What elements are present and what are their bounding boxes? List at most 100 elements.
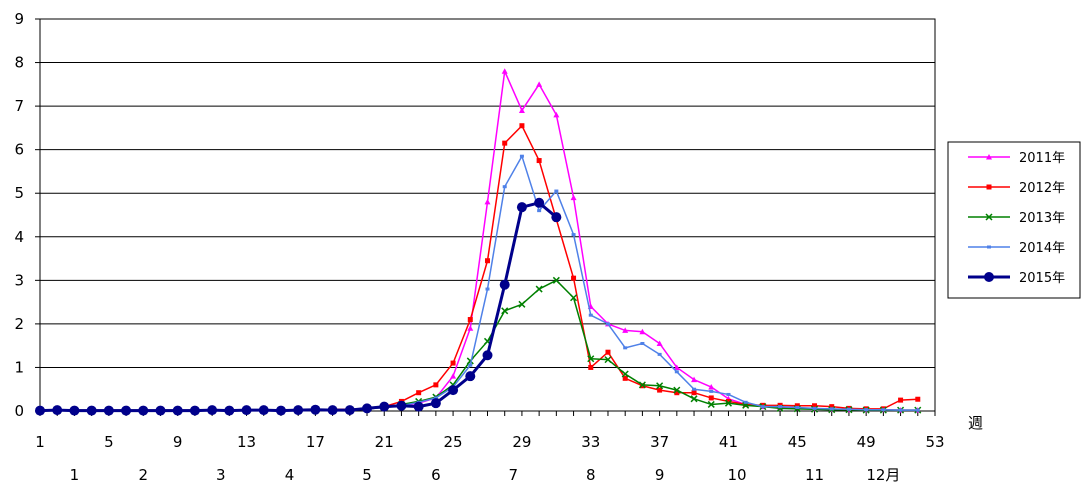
data-point	[622, 327, 629, 333]
data-point	[657, 352, 662, 356]
data-point	[588, 364, 594, 370]
data-point	[258, 405, 269, 416]
data-point	[778, 405, 783, 409]
data-point	[812, 403, 818, 409]
x-tick-label: 49	[857, 433, 876, 451]
data-point	[724, 399, 732, 407]
data-point	[501, 307, 509, 315]
x-tick-label: 45	[788, 433, 807, 451]
data-point	[623, 346, 628, 350]
data-point	[552, 276, 560, 284]
data-point	[881, 408, 886, 412]
series-2015年	[35, 197, 562, 416]
legend-label: 2014年	[1019, 241, 1065, 256]
series-2011年	[37, 68, 921, 413]
data-point	[587, 355, 595, 363]
x-tick-label: 33	[581, 433, 600, 451]
y-tick-label: 1	[14, 358, 24, 376]
data-point	[344, 405, 355, 416]
data-point	[551, 212, 562, 223]
legend-label: 2013年	[1019, 211, 1065, 226]
legend-item: 2014年	[968, 241, 1065, 256]
data-point	[691, 390, 697, 396]
data-point	[327, 405, 338, 416]
data-point	[673, 364, 680, 370]
data-point	[534, 197, 545, 208]
x-tick-label: 41	[719, 433, 738, 451]
data-point	[379, 401, 390, 412]
legend-item: 2013年	[968, 211, 1065, 226]
data-point	[605, 322, 610, 326]
y-tick-label: 6	[14, 141, 24, 159]
data-point	[639, 328, 646, 335]
data-point	[553, 111, 560, 118]
data-point	[485, 258, 490, 264]
legend-swatch-marker	[984, 272, 994, 282]
data-point	[604, 356, 612, 364]
data-point	[674, 370, 679, 374]
data-point	[450, 373, 457, 379]
month-label: 10	[728, 466, 747, 484]
data-point	[898, 408, 903, 412]
data-point	[516, 202, 527, 213]
data-point	[709, 389, 714, 393]
data-point	[707, 400, 715, 408]
series-line	[40, 279, 918, 411]
data-point	[275, 405, 286, 416]
x-tick-label: 37	[650, 433, 669, 451]
data-point	[502, 185, 507, 189]
data-point	[468, 363, 473, 367]
data-point	[588, 313, 593, 317]
x-tick-label: 17	[306, 433, 325, 451]
legend-swatch-marker	[986, 184, 992, 190]
data-point	[915, 408, 920, 412]
y-tick-label: 3	[14, 271, 24, 289]
data-point	[224, 405, 235, 416]
data-point	[726, 392, 731, 396]
data-point	[725, 398, 731, 404]
data-point	[605, 349, 611, 355]
legend-item: 2012年	[968, 181, 1065, 196]
data-point	[207, 405, 218, 416]
data-point	[708, 384, 715, 390]
data-point	[467, 325, 474, 331]
month-label: 4	[285, 466, 295, 484]
data-point	[433, 382, 439, 388]
data-point	[69, 405, 80, 416]
data-point	[499, 279, 510, 290]
data-point	[155, 405, 166, 416]
y-axis-ticks: 0 1 2 3 4 5 6 7 8 9	[14, 10, 40, 420]
data-point	[656, 340, 663, 346]
data-point	[537, 209, 542, 213]
data-point	[622, 375, 628, 381]
x-tick-label: 1	[35, 433, 45, 451]
month-label: 9	[655, 466, 665, 484]
data-point	[674, 390, 680, 396]
data-point	[52, 405, 63, 416]
data-point	[898, 397, 904, 403]
data-point	[743, 400, 748, 404]
data-point	[416, 390, 422, 396]
data-point	[812, 406, 817, 410]
x-tick-label: 9	[173, 433, 183, 451]
data-point	[518, 107, 525, 113]
data-point	[396, 400, 407, 411]
legend: 2011年 2012年 2013年 2014年 2015年	[947, 141, 1081, 299]
data-point	[829, 404, 835, 410]
data-point	[430, 398, 441, 409]
data-point	[657, 387, 663, 393]
data-point	[413, 401, 424, 412]
data-point	[433, 396, 438, 400]
y-tick-label: 5	[14, 184, 24, 202]
legend-item: 2011年	[968, 151, 1065, 166]
y-tick-label: 4	[14, 228, 24, 246]
month-label: 2	[138, 466, 148, 484]
legend-label: 2015年	[1019, 271, 1065, 286]
data-point	[501, 68, 508, 74]
data-point	[536, 158, 542, 164]
data-point	[690, 395, 698, 403]
series-line	[39, 201, 558, 413]
data-point	[691, 376, 698, 383]
legend-label: 2012年	[1019, 181, 1065, 196]
series-2013年	[36, 276, 922, 414]
